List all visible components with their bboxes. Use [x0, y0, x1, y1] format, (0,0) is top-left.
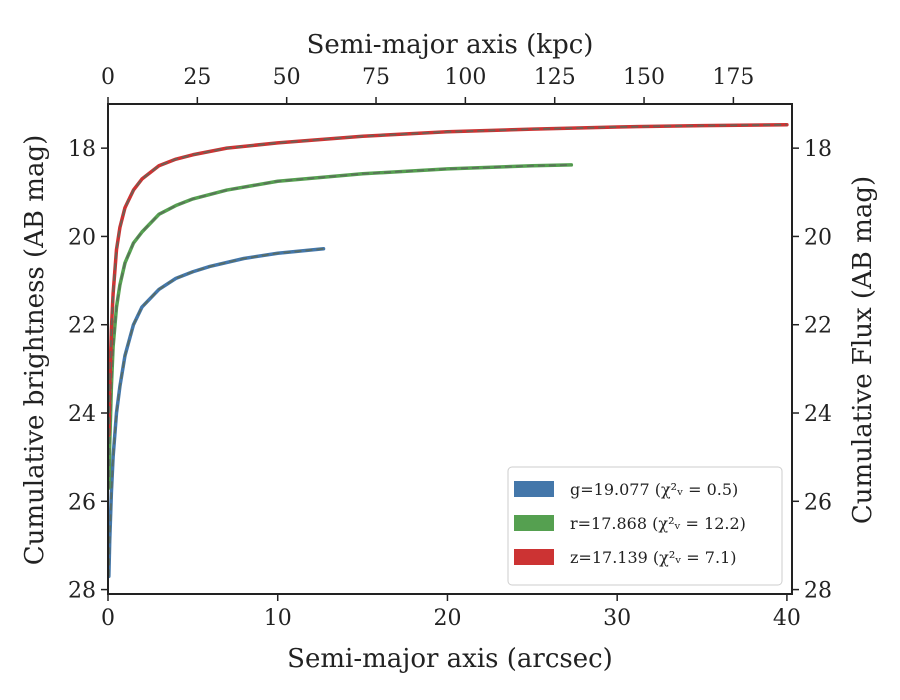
axes-layer [107, 103, 793, 595]
x-tick-label: 30 [603, 606, 631, 631]
right-y-tick-label: 28 [804, 579, 832, 604]
series-line-0 [107, 247, 326, 579]
top-x-axis-label: Semi-major axis (kpc) [307, 30, 594, 60]
top-x-tick-label: 75 [362, 65, 390, 90]
x-tick-label: 10 [264, 606, 292, 631]
right-y-tick-label: 20 [804, 225, 832, 250]
legend-swatch-2 [514, 549, 554, 565]
legend-label-0: g=19.077 (χ²ᵥ = 0.5) [570, 480, 738, 499]
x-tick-label: 40 [773, 606, 801, 631]
top-x-tick-label: 175 [712, 65, 754, 90]
legend-swatch-0 [514, 481, 554, 497]
y-tick-label: 24 [68, 402, 96, 427]
legend: g=19.077 (χ²ᵥ = 0.5) r=17.868 (χ²ᵥ = 12.2… [507, 466, 783, 586]
legend-swatch-1 [514, 515, 554, 531]
right-y-tick-label: 26 [804, 490, 832, 515]
series-model-line-1 [107, 164, 572, 489]
top-x-tick-label: 150 [623, 65, 665, 90]
curves-layer [107, 123, 789, 579]
legend-label-2: z=17.139 (χ²ᵥ = 7.1) [570, 548, 736, 567]
x-tick-label: 0 [101, 606, 115, 631]
x-tick-label: 20 [433, 606, 461, 631]
y-tick-label: 20 [68, 225, 96, 250]
right-y-tick-label: 18 [804, 137, 832, 162]
top-x-tick-label: 125 [534, 65, 576, 90]
series-line-2 [107, 123, 789, 437]
y-tick-label: 22 [68, 314, 96, 339]
top-x-tick-label: 0 [101, 65, 115, 90]
x-axis-label: Semi-major axis (arcsec) [287, 644, 613, 674]
y-tick-label: 18 [68, 137, 96, 162]
legend-label-1: r=17.868 (χ²ᵥ = 12.2) [570, 514, 746, 533]
series-model-line-2 [107, 123, 787, 436]
y-axis-label: Cumulative brightness (AB mag) [20, 135, 50, 566]
top-x-tick-label: 100 [444, 65, 486, 90]
y-tick-label: 26 [68, 490, 96, 515]
legend-box [507, 466, 783, 586]
series-model-line-0 [107, 247, 324, 577]
right-y-axis-label: Cumulative Flux (AB mag) [848, 176, 878, 524]
top-x-tick-label: 50 [273, 65, 301, 90]
series-line-1 [107, 163, 574, 490]
y-tick-label: 28 [68, 579, 96, 604]
ticks-layer: 0 10 20 30 40 0 25 50 75 100 125 150 175 18 20 22 24 26 28… [68, 65, 832, 631]
right-y-tick-label: 24 [804, 402, 832, 427]
right-y-tick-label: 22 [804, 314, 832, 339]
plot-frame [107, 103, 793, 595]
top-x-tick-label: 25 [183, 65, 211, 90]
